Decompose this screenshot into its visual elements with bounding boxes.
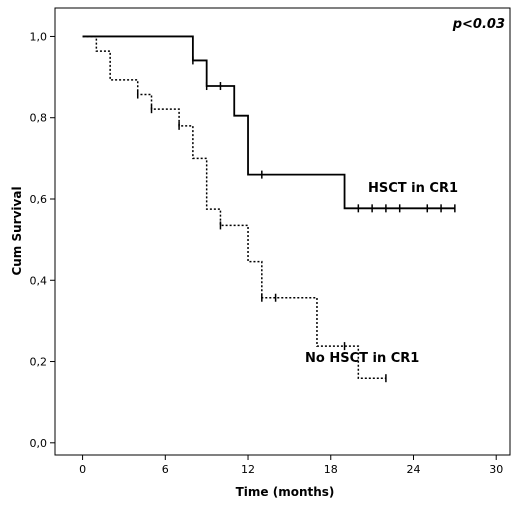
p-value-annotation: p<0.03 [452,17,505,32]
x-tick-label: 6 [162,463,169,476]
x-axis: 0 6 12 18 24 30 [79,455,503,476]
y-tick-label: 0,6 [30,193,48,206]
x-tick-label: 12 [241,463,255,476]
x-tick-label: 24 [406,463,420,476]
y-tick-label: 0,2 [30,356,48,369]
y-axis: 0,0 0,2 0,4 0,6 0,8 1,0 [30,30,55,450]
series-layer [82,35,456,383]
y-tick-label: 0,0 [30,437,48,450]
y-tick-label: 0,8 [30,112,48,125]
series-label-hsct: HSCT in CR1 [368,181,458,196]
y-tick-label: 0,4 [30,274,48,287]
plot-frame [54,7,511,456]
x-axis-title: Time (months) [236,485,335,499]
x-tick-label: 30 [489,463,503,476]
series-label-no-hsct: No HSCT in CR1 [305,351,419,366]
y-tick-label: 1,0 [30,30,48,43]
x-tick-label: 18 [324,463,338,476]
y-axis-title: Cum Survival [10,186,24,275]
x-tick-label: 0 [79,463,86,476]
